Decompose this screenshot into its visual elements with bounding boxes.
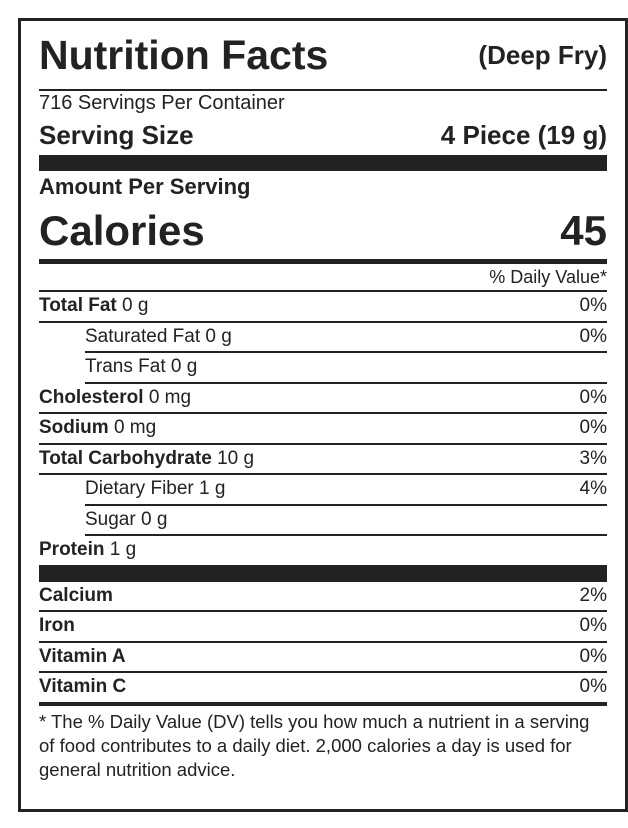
nutrient-name: Sugar (85, 508, 136, 530)
title: Nutrition Facts (39, 31, 329, 78)
nutrient-row: Dietary Fiber 1 g 4% (85, 475, 607, 506)
nutrition-label: Nutrition Facts (Deep Fry) 716 Servings … (18, 18, 628, 812)
servings-per-container: 716 Servings Per Container (39, 91, 285, 114)
vitamin-dv: 2% (579, 584, 607, 606)
vitamin-dv: 0% (579, 676, 607, 698)
nutrient-cell: Sodium 0 mg (39, 417, 156, 439)
divider (39, 259, 607, 264)
divider (39, 155, 607, 171)
vitamin-row: Vitamin A 0% (39, 643, 607, 673)
nutrient-dv: 0% (579, 417, 607, 439)
nutrient-dv: 0% (579, 295, 607, 317)
amount-per-serving: Amount Per Serving (39, 174, 251, 199)
vitamin-name: Calcium (39, 584, 113, 606)
vitamin-row: Vitamin C 0% (39, 673, 607, 702)
nutrient-row: Protein 1 g (39, 536, 607, 565)
amount-row: Amount Per Serving (39, 171, 607, 203)
nutrient-amount: 0 mg (113, 417, 157, 439)
variant: (Deep Fry) (478, 39, 607, 70)
nutrient-amount: 0 g (205, 325, 232, 347)
nutrient-name: Total Fat (39, 295, 117, 317)
calories-label: Calories (39, 207, 205, 254)
nutrient-cell: Saturated Fat 0 g (85, 326, 232, 348)
nutrient-name: Sodium (39, 417, 109, 439)
vitamin-name: Vitamin A (39, 645, 126, 667)
daily-value-header: % Daily Value* (489, 266, 607, 287)
nutrient-dv: 4% (579, 478, 607, 500)
nutrient-dv: 3% (579, 447, 607, 469)
nutrient-list: Total Fat 0 g 0% Saturated Fat 0 g 0% Trans … (39, 292, 607, 565)
serving-size-value: 4 Piece (19 g) (440, 119, 607, 150)
nutrient-name: Total Carbohydrate (39, 447, 212, 469)
vitamin-name: Iron (39, 615, 75, 637)
nutrient-amount: 0 mg (148, 386, 192, 408)
nutrient-row: Total Carbohydrate 10 g 3% (39, 445, 607, 475)
nutrient-name: Saturated Fat (85, 325, 201, 347)
vitamin-row: Iron 0% (39, 612, 607, 643)
calories-row: Calories 45 (39, 203, 607, 259)
nutrient-cell: Cholesterol 0 mg (39, 387, 191, 409)
nutrient-cell: Protein 1 g (39, 539, 136, 561)
nutrient-dv: 0% (579, 325, 607, 347)
nutrient-amount: 10 g (217, 447, 255, 469)
nutrient-row: Sodium 0 mg 0% (39, 414, 607, 445)
label-content: Nutrition Facts (Deep Fry) 716 Servings … (39, 21, 607, 782)
nutrient-amount: 0 g (122, 295, 149, 317)
serving-size-row: Serving Size 4 Piece (19 g) (39, 115, 607, 155)
nutrient-dv: 0% (579, 386, 607, 408)
vitamin-dv: 0% (579, 615, 607, 637)
nutrient-amount: 0 g (170, 356, 198, 378)
vitamin-row: Calcium 2% (39, 582, 607, 612)
nutrient-amount: 1 g (199, 478, 226, 500)
nutrient-name: Cholesterol (39, 386, 144, 408)
servings-row: 716 Servings Per Container (39, 91, 607, 115)
vitamin-dv: 0% (579, 645, 607, 667)
nutrient-cell: Sugar 0 g (85, 509, 167, 531)
nutrient-cell: Total Fat 0 g (39, 295, 148, 317)
dv-header-row: % Daily Value* (39, 264, 607, 292)
serving-size-label: Serving Size (39, 119, 194, 150)
vitamin-list: Calcium 2% Iron 0% Vitamin A 0% Vitamin C 0% (39, 582, 607, 702)
nutrient-name: Trans Fat (85, 356, 166, 378)
divider (39, 564, 607, 582)
nutrient-row: Total Fat 0 g 0% (39, 292, 607, 323)
header: Nutrition Facts (Deep Fry) (39, 21, 607, 91)
nutrient-row: Sugar 0 g (85, 506, 607, 536)
nutrient-amount: 1 g (109, 539, 137, 561)
nutrient-name: Dietary Fiber (85, 478, 194, 500)
nutrient-amount: 0 g (140, 508, 168, 530)
nutrient-cell: Trans Fat 0 g (85, 356, 197, 378)
divider (39, 701, 607, 706)
nutrient-cell: Dietary Fiber 1 g (85, 478, 225, 500)
nutrient-cell: Total Carbohydrate 10 g (39, 448, 254, 470)
calories-value: 45 (560, 207, 607, 254)
nutrient-row: Saturated Fat 0 g 0% (85, 323, 607, 353)
vitamin-name: Vitamin C (39, 676, 127, 698)
nutrient-row: Cholesterol 0 mg 0% (39, 384, 607, 414)
nutrient-name: Protein (39, 539, 105, 561)
nutrient-row: Trans Fat 0 g (85, 353, 607, 384)
footnote: * The % Daily Value (DV) tells you how m… (39, 710, 590, 780)
